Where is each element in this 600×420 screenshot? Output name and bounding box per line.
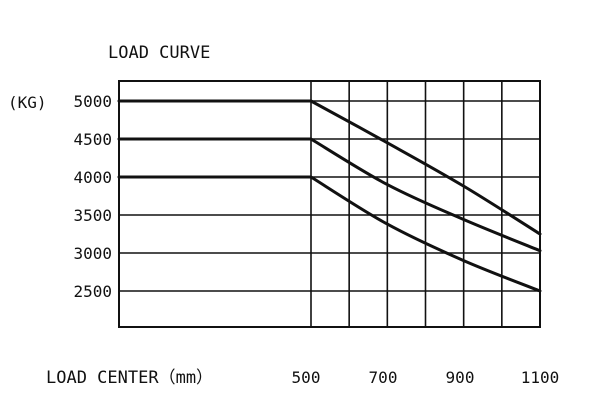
grid-layer	[119, 81, 541, 327]
x-tick-label: 700	[369, 368, 398, 387]
chart-title: LOAD CURVE	[108, 43, 210, 63]
tick-layer: 5000 4500 4000 3500 3000 2500 500 700 900 1100	[73, 92, 559, 387]
x-axis-label: LOAD CENTER（mm）	[46, 368, 213, 388]
x-tick-label: 900	[446, 368, 475, 387]
load-curve-3	[117, 175, 542, 293]
y-unit-label: (KG)	[8, 93, 47, 112]
y-tick-label: 5000	[73, 92, 112, 111]
x-tick-label: 1100	[521, 368, 560, 387]
load-curve-2	[117, 137, 542, 253]
y-tick-label: 4500	[73, 130, 112, 149]
curve-layer	[117, 99, 542, 293]
load-curve-1	[117, 99, 542, 236]
y-tick-label: 3000	[73, 244, 112, 263]
y-tick-label: 4000	[73, 168, 112, 187]
x-tick-label: 500	[292, 368, 321, 387]
plot-frame	[118, 80, 541, 328]
y-tick-label: 3500	[73, 206, 112, 225]
y-tick-label: 2500	[73, 282, 112, 301]
